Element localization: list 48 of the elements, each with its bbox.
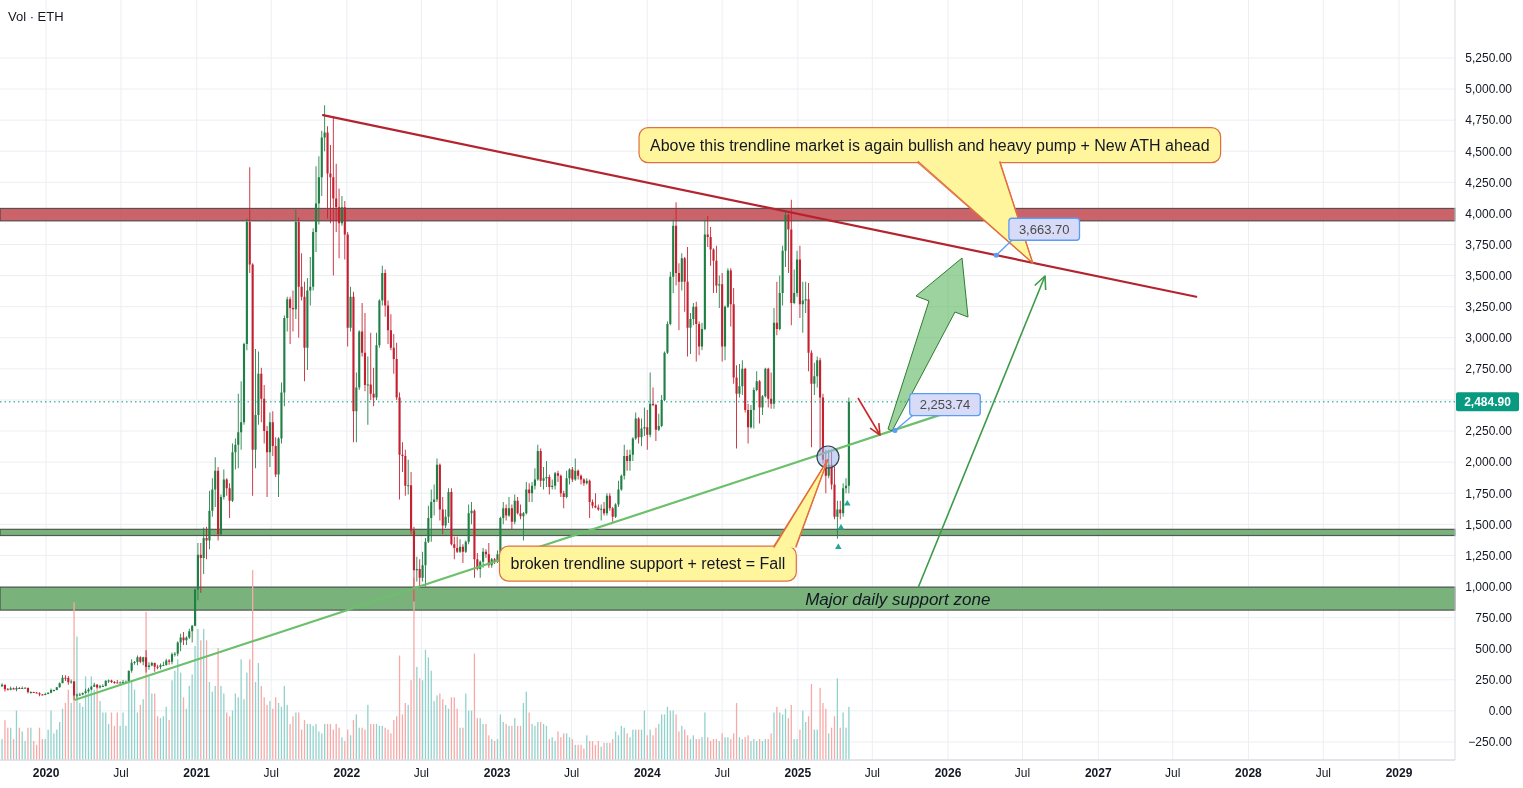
x-tick-label: 2026 xyxy=(934,766,962,780)
band-label: Major daily support zone xyxy=(805,589,991,609)
y-tick-label: 500.00 xyxy=(1475,642,1513,657)
x-tick-label: Jul xyxy=(1315,766,1331,780)
y-tick-label: 1,250.00 xyxy=(1465,548,1513,563)
x-tick-label: 2029 xyxy=(1385,766,1413,780)
y-tick-label: 3,750.00 xyxy=(1465,237,1513,252)
y-tick-label: 4,750.00 xyxy=(1465,113,1513,128)
x-tick-label: Jul xyxy=(563,766,580,780)
y-tick-label: 4,000.00 xyxy=(1465,206,1513,221)
x-tick-label: 2020 xyxy=(32,766,60,780)
y-tick-label: −250.00 xyxy=(1468,735,1513,750)
y-tick-label: 2,750.00 xyxy=(1465,362,1513,377)
annotation: 3,663.70 xyxy=(1018,221,1070,237)
y-tick-label: 2,000.00 xyxy=(1465,455,1513,470)
y-tick-label: 1,750.00 xyxy=(1465,486,1513,501)
x-tick-label: Jul xyxy=(1165,766,1181,780)
x-tick-label: 2023 xyxy=(483,766,511,780)
y-tick-label: 0.00 xyxy=(1488,704,1513,719)
y-tick-label: 5,250.00 xyxy=(1465,51,1513,66)
y-tick-label: 3,000.00 xyxy=(1465,331,1513,346)
y-tick-label: 250.00 xyxy=(1475,673,1513,688)
x-tick-label: Jul xyxy=(263,766,279,780)
x-tick-label: 2025 xyxy=(784,766,812,780)
annotation: broken trendline support + retest = Fall xyxy=(510,555,786,573)
y-tick-label: 2,250.00 xyxy=(1465,424,1513,439)
x-tick-label: 2027 xyxy=(1084,766,1112,780)
x-tick-label: Jul xyxy=(413,766,430,780)
y-tick-label: 1,000.00 xyxy=(1465,579,1513,594)
x-tick-label: 2022 xyxy=(333,766,361,780)
x-tick-label: Jul xyxy=(714,766,730,780)
x-tick-label: Jul xyxy=(113,766,129,780)
y-tick-label: 4,250.00 xyxy=(1465,175,1513,190)
x-tick-label: 2024 xyxy=(633,766,661,780)
x-tick-label: Jul xyxy=(1014,766,1031,780)
annotation: Above this trendline market is again bullish and heavy pump + New ATH ahead xyxy=(650,136,1210,154)
y-tick-label: 1,500.00 xyxy=(1465,517,1513,532)
x-tick-label: Jul xyxy=(864,766,881,780)
y-tick-label: 5,000.00 xyxy=(1465,82,1513,97)
x-tick-label: 2021 xyxy=(183,766,211,780)
annotation: 2,253.74 xyxy=(919,397,971,413)
y-tick-label: 3,500.00 xyxy=(1465,268,1513,283)
ref-line-label: 2,484.90 xyxy=(1464,395,1512,410)
y-tick-label: 750.00 xyxy=(1475,610,1513,625)
x-tick-label: 2028 xyxy=(1235,766,1263,780)
chart-title: Vol · ETH xyxy=(8,9,64,24)
y-tick-label: 3,250.00 xyxy=(1465,300,1513,315)
y-tick-label: 4,500.00 xyxy=(1465,144,1513,159)
